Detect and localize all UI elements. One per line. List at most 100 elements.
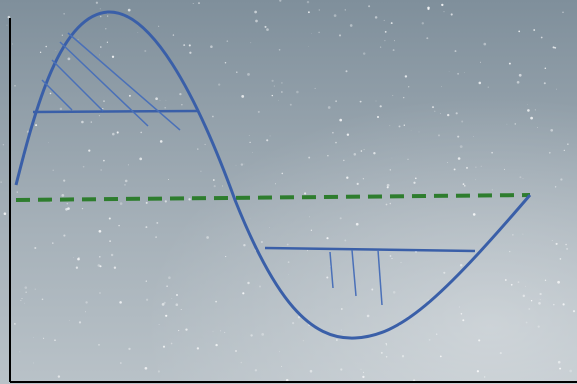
star [200,170,202,172]
star [63,13,65,15]
star [457,157,461,160]
star [475,166,477,168]
star [261,333,265,336]
star [165,314,168,317]
star [478,81,482,85]
star [307,11,310,14]
star [539,299,541,301]
star [103,159,105,162]
star [281,82,283,84]
star [447,162,448,163]
star [517,281,520,283]
star [77,257,80,261]
star [250,42,252,44]
star [356,182,359,185]
star [81,207,84,210]
hatch-line [67,32,181,131]
star [260,240,263,244]
star [212,330,214,332]
star [308,156,311,159]
star [242,292,245,295]
star [67,57,71,61]
star [373,152,376,155]
star [271,79,274,82]
star [20,300,22,301]
star [339,118,343,122]
star [392,291,396,294]
star [73,257,74,259]
star [99,15,102,18]
star [41,298,44,301]
star [329,265,331,267]
star [88,149,91,152]
star [224,331,226,333]
star [157,370,160,373]
star [384,40,386,42]
star [391,157,393,159]
star [158,324,160,325]
star [168,276,171,279]
star [273,85,275,87]
star [516,80,520,84]
star [401,355,405,358]
star [476,370,480,373]
star [0,181,2,183]
star [102,107,104,110]
star [386,344,388,346]
star [45,45,47,48]
star [304,192,307,195]
star [107,15,109,17]
star [428,339,431,341]
star [360,368,362,370]
star [139,157,143,161]
star [460,313,463,315]
star [183,44,186,47]
star [221,185,224,187]
star [522,177,524,179]
star [344,9,346,11]
star [33,337,35,339]
star [34,246,37,250]
star [480,165,482,167]
star [544,67,547,69]
star [311,33,312,34]
star [286,243,289,246]
star [407,158,409,160]
star [339,217,342,220]
star [559,258,562,260]
star [127,164,129,166]
star [389,169,391,171]
star [327,106,331,109]
star [363,149,365,151]
star [389,202,392,205]
star [119,301,122,304]
star [55,49,57,51]
star [362,375,365,379]
star [158,25,160,27]
star [466,166,468,169]
star [478,339,481,342]
star [359,100,362,103]
star [537,325,540,328]
star [118,224,120,227]
star [166,285,168,287]
star [119,202,123,205]
star [181,104,183,106]
star [332,131,334,134]
star [285,379,289,382]
star [421,22,425,25]
star [566,247,569,250]
crest-level-line [32,109,199,114]
star [52,242,54,244]
star [98,229,102,233]
star [176,294,178,296]
star [278,351,280,353]
star [271,94,274,97]
star [99,265,102,268]
star [340,308,343,310]
star [278,49,281,51]
star [436,333,438,335]
star [346,176,349,179]
star [459,145,463,148]
star [156,221,159,224]
